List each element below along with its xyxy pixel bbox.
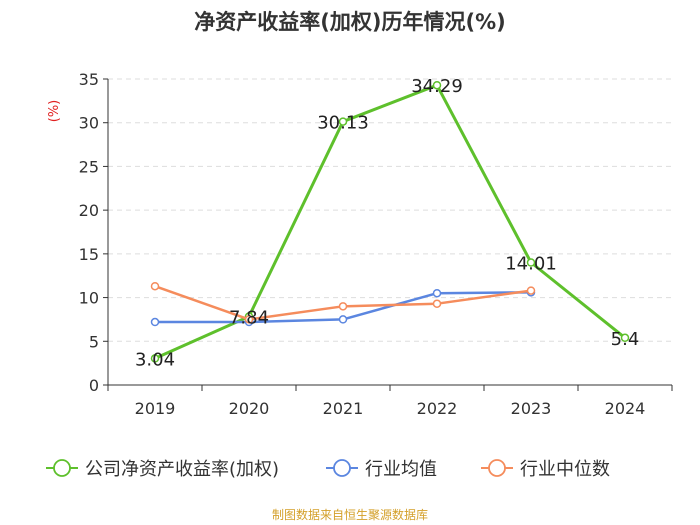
x-tick-label: 2021 bbox=[323, 399, 364, 418]
y-tick-label: 30 bbox=[79, 114, 99, 133]
x-tick-label: 2024 bbox=[605, 399, 646, 418]
series-lines bbox=[150, 80, 630, 363]
data-point bbox=[338, 315, 348, 324]
legend-label: 公司净资产收益率(加权) bbox=[85, 459, 279, 480]
legend-label: 行业中位数 bbox=[520, 459, 610, 480]
source-note: 制图数据来自恒生聚源数据库 bbox=[271, 508, 428, 522]
legend: 公司净资产收益率(加权) 行业均值 行业中位数 bbox=[46, 459, 610, 480]
legend-marker bbox=[53, 459, 71, 477]
data-label: 3.04 bbox=[135, 349, 175, 370]
data-point bbox=[150, 354, 160, 363]
data-label: 5.4 bbox=[611, 329, 640, 350]
grid-lines bbox=[108, 78, 672, 342]
y-tick-label: 35 bbox=[79, 70, 99, 89]
data-point bbox=[432, 80, 442, 90]
data-point bbox=[432, 299, 442, 308]
data-point bbox=[150, 281, 160, 291]
data-point bbox=[338, 302, 348, 311]
y-tick-label: 15 bbox=[79, 245, 99, 264]
series-line-1 bbox=[154, 83, 626, 360]
y-tick-label: 10 bbox=[79, 289, 99, 308]
x-tick-label: 2022 bbox=[417, 399, 458, 418]
data-point bbox=[244, 315, 254, 324]
data-point bbox=[620, 333, 630, 343]
legend-item-2: 行业均值 bbox=[326, 459, 437, 480]
y-tick-label: 5 bbox=[89, 332, 99, 351]
x-tick-label: 2020 bbox=[229, 399, 270, 418]
legend-item-1: 公司净资产收益率(加权) bbox=[46, 459, 279, 480]
data-label: 34.29 bbox=[411, 76, 463, 97]
data-point bbox=[526, 286, 536, 295]
legend-item-3: 行业中位数 bbox=[481, 459, 610, 480]
chart-title: 净资产收益率(加权)历年情况(%) bbox=[194, 10, 506, 34]
data-point bbox=[338, 117, 348, 126]
data-label: 14.01 bbox=[505, 254, 557, 275]
legend-marker bbox=[488, 459, 506, 477]
x-tick-label: 2023 bbox=[511, 399, 552, 418]
y-tick-label: 20 bbox=[79, 201, 99, 220]
data-point bbox=[432, 288, 442, 298]
legend-marker bbox=[333, 459, 351, 477]
x-tick-label: 2019 bbox=[135, 399, 176, 418]
data-labels: 3.04 7.84 30.13 34.29 14.01 5.4 bbox=[135, 76, 639, 370]
y-axis-unit-label: (%) bbox=[47, 100, 62, 123]
data-point bbox=[526, 258, 536, 267]
legend-label: 行业均值 bbox=[365, 459, 437, 480]
data-label: 30.13 bbox=[317, 113, 369, 134]
axes: 0 5 10 15 20 25 30 35 (%) 2019 2020 2021 2022 2023 202… bbox=[47, 70, 673, 418]
data-label: 7.84 bbox=[229, 307, 269, 328]
y-tick-label: 25 bbox=[79, 157, 99, 176]
y-tick-label: 0 bbox=[89, 376, 99, 395]
data-point bbox=[150, 317, 160, 327]
